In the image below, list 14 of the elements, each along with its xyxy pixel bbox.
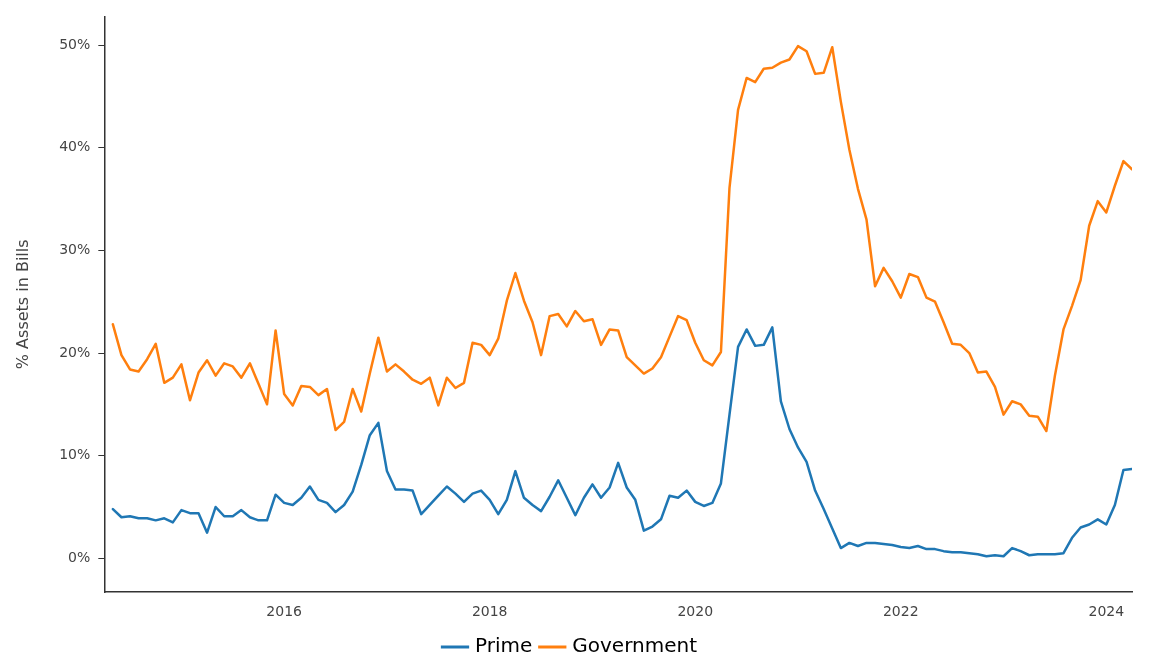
y-tick-label: 30% [59,241,91,258]
y-tick-label: 20% [59,343,91,360]
y-axis-title: % Assets in Bills [12,239,32,370]
legend-label: Government [572,633,698,658]
x-tick-label: 2020 [677,603,714,620]
legend-label: Prime [475,633,533,658]
x-tick-label: 2024 [1088,603,1125,620]
x-tick-label: 2018 [471,603,508,620]
y-tick-label: 10% [59,446,91,463]
x-tick-label: 2022 [882,603,919,620]
y-tick-label: 50% [59,35,91,52]
y-tick-label: 0% [68,548,91,565]
y-tick-label: 40% [59,138,91,155]
x-tick-label: 2016 [266,603,303,620]
